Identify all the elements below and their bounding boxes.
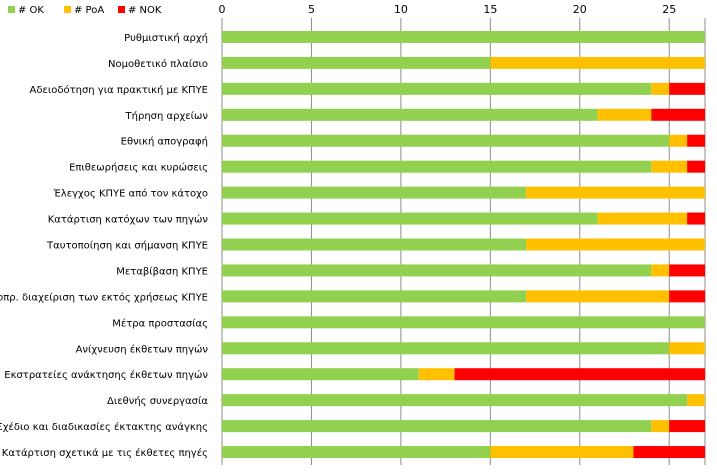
bar-poa-3 [597,108,652,121]
legend: # OK # PoA # NOK [8,5,162,16]
category-label: Τήρηση αρχείων [125,110,209,122]
bar-poa-13 [418,368,455,381]
category-label: Ρυθμιστική αρχή [124,32,208,44]
bar-poa-9 [651,264,670,277]
legend-swatch [118,6,125,13]
category-label: Νομοθετικό πλαίσιο [108,58,208,70]
bar-nok-13 [454,368,705,381]
category-label: Εκστρατείες ανάκτησης έκθετων πηγών [4,369,208,381]
category-label: Αδειοδότηση για πρακτική με ΚΠΥΕ [29,84,208,96]
bar-ok-12 [222,342,670,355]
category-label: Διεθνής συνεργασία [107,395,208,407]
x-axis: 0 5 10 15 20 25 [219,3,677,16]
bar-ok-8 [222,238,527,251]
bar-nok-5 [687,160,705,173]
bar-ok-15 [222,420,652,433]
category-labels: Ρυθμιστική αρχή Νομοθετικό πλαίσιο Αδειοδό… [0,32,208,459]
bar-ok-13 [222,368,419,381]
bar-nok-16 [633,446,705,459]
bar-nok-7 [687,212,705,225]
legend-label: # PoA [74,5,104,16]
bar-ok-5 [222,160,652,173]
bar-nok-4 [687,134,705,147]
category-label: Μέτρα προστασίας [112,317,208,329]
bar-poa-12 [669,342,705,355]
bar-poa-15 [651,420,670,433]
category-label: Επιθεωρήσεις και κυρώσεις [69,162,208,174]
bar-ok-7 [222,212,598,225]
x-tick-label: 15 [483,3,497,16]
bar-ok-0 [222,30,705,43]
category-label: Ταυτοποίηση και σήμανση ΚΠΥΕ [46,240,208,252]
bar-nok-3 [651,108,705,121]
category-label: Σχέδιο και διαδικασίες έκτακτης ανάγκης [0,421,208,433]
bar-poa-2 [651,82,670,95]
bar-nok-9 [669,264,705,277]
bar-ok-2 [222,82,652,95]
x-tick-label: 0 [219,3,226,16]
bar-poa-7 [597,212,688,225]
x-tick-label: 25 [662,3,676,16]
x-tick-label: 10 [394,3,408,16]
legend-label: # NOK [128,5,162,16]
bar-nok-10 [669,290,705,303]
bar-poa-10 [526,290,670,303]
legend-swatch [64,6,71,13]
bar-nok-2 [669,82,705,95]
bar-poa-1 [490,56,705,69]
bar-poa-16 [490,446,634,459]
x-tick-label: 20 [573,3,587,16]
bar-ok-3 [222,108,598,121]
category-label: Εθνική απογραφή [121,136,208,148]
bar-poa-6 [526,186,705,199]
bar-poa-4 [669,134,688,147]
category-label: Ανίχνευση έκθετων πηγών [76,343,209,355]
x-tick-label: 5 [308,3,315,16]
legend-swatch [8,6,15,13]
bar-ok-16 [222,446,491,459]
bar-poa-8 [526,238,705,251]
bar-ok-1 [222,56,491,69]
bar-poa-5 [651,160,688,173]
bar-ok-11 [222,316,705,329]
bars [222,30,705,459]
bar-ok-10 [222,290,527,303]
bar-ok-9 [222,264,652,277]
bar-nok-15 [669,420,705,433]
category-label: Μεταβίβαση ΚΠΥΕ [116,265,208,277]
bar-ok-6 [222,186,527,199]
category-label: Κατάρτιση κατόχων των πηγών [48,214,209,226]
category-label: Κατάρτιση σχετικά με τις έκθετες πηγές [2,447,208,459]
bar-poa-14 [687,394,705,407]
category-label: Έλεγχος ΚΠΥΕ από τον κάτοχο [52,188,208,200]
category-label: Μακροπρ. διαχείριση των εκτός χρήσεως ΚΠ… [0,291,208,303]
legend-label: # OK [18,5,44,16]
bar-ok-4 [222,134,670,147]
bar-ok-14 [222,394,688,407]
